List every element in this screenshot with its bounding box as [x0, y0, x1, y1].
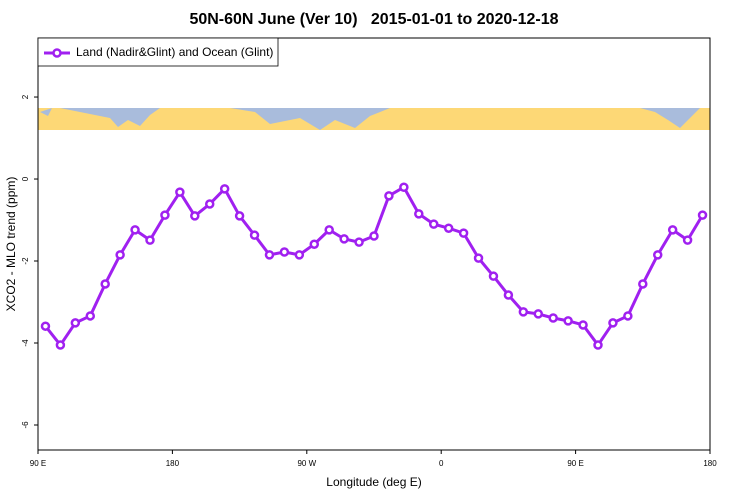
data-point: [384, 191, 394, 201]
data-point: [623, 311, 633, 321]
data-point: [593, 340, 603, 350]
y-tick-label: 0: [21, 176, 30, 181]
data-point: [234, 211, 245, 221]
data-point: [443, 223, 454, 233]
data-point: [638, 279, 648, 289]
data-point: [533, 309, 544, 319]
data-point: [578, 320, 588, 330]
data-point: [473, 253, 484, 263]
data-point: [145, 235, 155, 245]
x-tick-label: 90 E: [30, 459, 46, 468]
plot-frame: [37, 37, 711, 451]
y-tick-label: -4: [21, 339, 30, 347]
data-point: [55, 340, 66, 350]
x-tick-label: 180: [166, 459, 180, 468]
data-point: [518, 307, 529, 317]
data-point: [399, 182, 409, 192]
data-point: [294, 250, 305, 260]
x-tick-label: 90 W: [297, 459, 316, 468]
data-point: [548, 313, 558, 323]
data-point: [100, 279, 110, 289]
data-point: [563, 316, 573, 326]
data-point: [354, 237, 364, 247]
data-point: [160, 210, 170, 220]
data-point: [175, 187, 185, 197]
data-point: [130, 225, 140, 235]
data-point: [667, 225, 678, 235]
data-point: [652, 250, 663, 260]
map-ocean: [38, 108, 160, 127]
data-point: [115, 250, 125, 260]
data-point: [324, 225, 334, 235]
y-tick-label: -6: [21, 421, 30, 429]
x-tick-label: 0: [439, 459, 444, 468]
data-line: [44, 185, 704, 347]
data-point: [339, 234, 349, 244]
map-ocean: [230, 108, 390, 130]
data-point: [204, 199, 215, 209]
data-point: [697, 210, 708, 220]
data-point: [249, 230, 260, 240]
x-tick-label: 180: [703, 459, 717, 468]
map-band: [38, 108, 710, 130]
data-point: [70, 318, 81, 328]
data-point: [219, 184, 230, 194]
data-point: [488, 271, 499, 281]
data-point: [414, 209, 424, 219]
data-point: [309, 239, 320, 249]
y-axis-label: XCO2 - MLO trend (ppm): [4, 177, 18, 312]
data-point: [264, 250, 275, 260]
legend-label: Land (Nadir&Glint) and Ocean (Glint): [76, 45, 273, 59]
data-point: [40, 321, 51, 331]
x-tick-label: 90 E: [567, 459, 583, 468]
data-point: [608, 318, 618, 328]
data-point: [503, 290, 514, 300]
data-point: [190, 211, 200, 221]
data-point: [458, 228, 469, 238]
legend-marker: [52, 48, 62, 58]
data-point: [682, 235, 693, 245]
map-land: [38, 108, 710, 130]
data-point: [85, 311, 96, 321]
data-point: [279, 247, 290, 257]
data-point: [369, 231, 379, 241]
chart-title: 50N-60N June (Ver 10) 2015-01-01 to 2020…: [189, 11, 558, 28]
data-point: [428, 219, 439, 229]
y-tick-label: 2: [21, 94, 30, 99]
legend-box: [37, 37, 279, 67]
y-tick-label: -2: [21, 257, 30, 265]
x-axis-label: Longitude (deg E): [326, 475, 421, 489]
